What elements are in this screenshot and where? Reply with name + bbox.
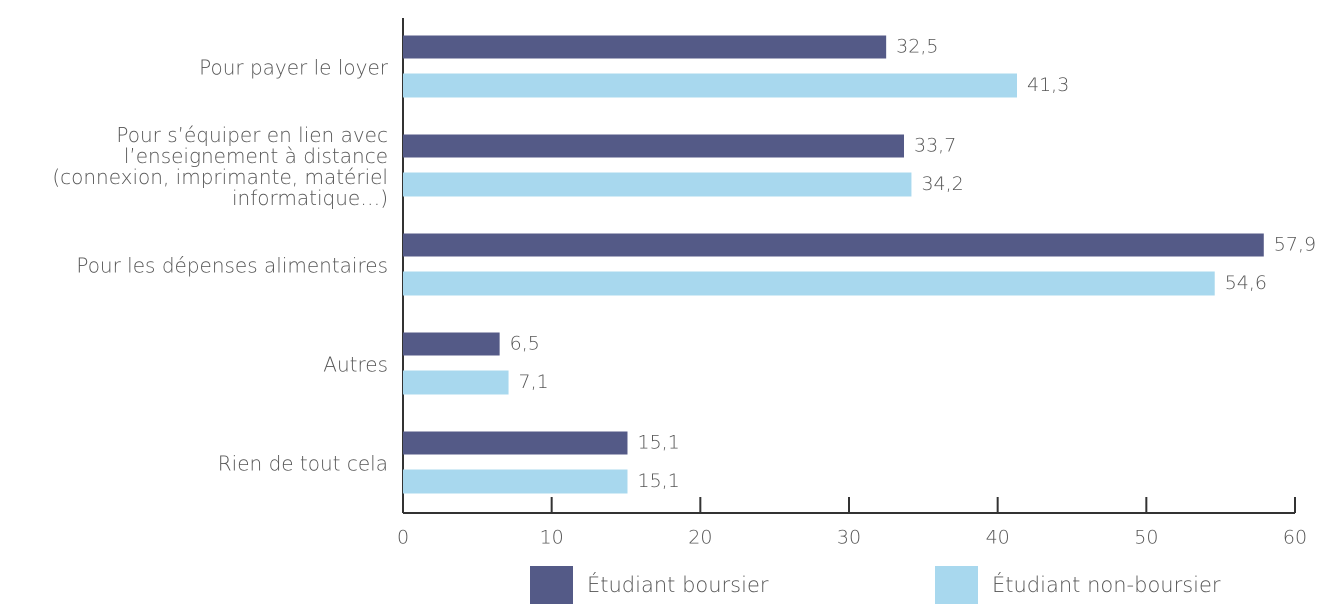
bar <box>403 271 1215 296</box>
x-tick-label: 50 <box>1134 527 1158 549</box>
value-label: 7,1 <box>519 371 549 393</box>
value-label: 54,6 <box>1225 272 1267 294</box>
bar <box>403 134 905 158</box>
bar <box>403 469 628 494</box>
value-label: 15,1 <box>637 470 679 492</box>
value-label: 34,2 <box>921 173 963 195</box>
value-label: 57,9 <box>1274 234 1316 256</box>
value-label: 6,5 <box>510 333 540 355</box>
bar <box>403 431 628 455</box>
x-tick-label: 0 <box>397 527 409 549</box>
legend-label: Étudiant non-boursier <box>992 572 1221 597</box>
value-label: 41,3 <box>1027 74 1069 96</box>
bar <box>403 35 887 59</box>
legend-label: Étudiant boursier <box>587 572 769 597</box>
bar <box>403 233 1264 257</box>
x-tick-label: 10 <box>540 527 564 549</box>
legend-swatch <box>530 566 573 604</box>
legend-swatch <box>935 566 978 604</box>
bar <box>403 73 1017 98</box>
bar <box>403 172 912 197</box>
category-label: Rien de tout cela <box>217 451 388 475</box>
bar <box>403 370 509 395</box>
category-label: Pour payer le loyer <box>199 55 388 79</box>
category-label: Pour s’équiper en lien avec l’enseigneme… <box>52 122 388 210</box>
x-tick-label: 60 <box>1283 527 1307 549</box>
value-label: 32,5 <box>896 36 938 58</box>
value-label: 15,1 <box>637 432 679 454</box>
x-tick-label: 40 <box>986 527 1010 549</box>
bar <box>403 332 500 356</box>
x-tick-label: 30 <box>837 527 861 549</box>
value-label: 33,7 <box>914 135 956 157</box>
category-label: Autres <box>323 352 388 376</box>
category-label: Pour les dépenses alimentaires <box>76 253 388 277</box>
x-tick-label: 20 <box>688 527 712 549</box>
